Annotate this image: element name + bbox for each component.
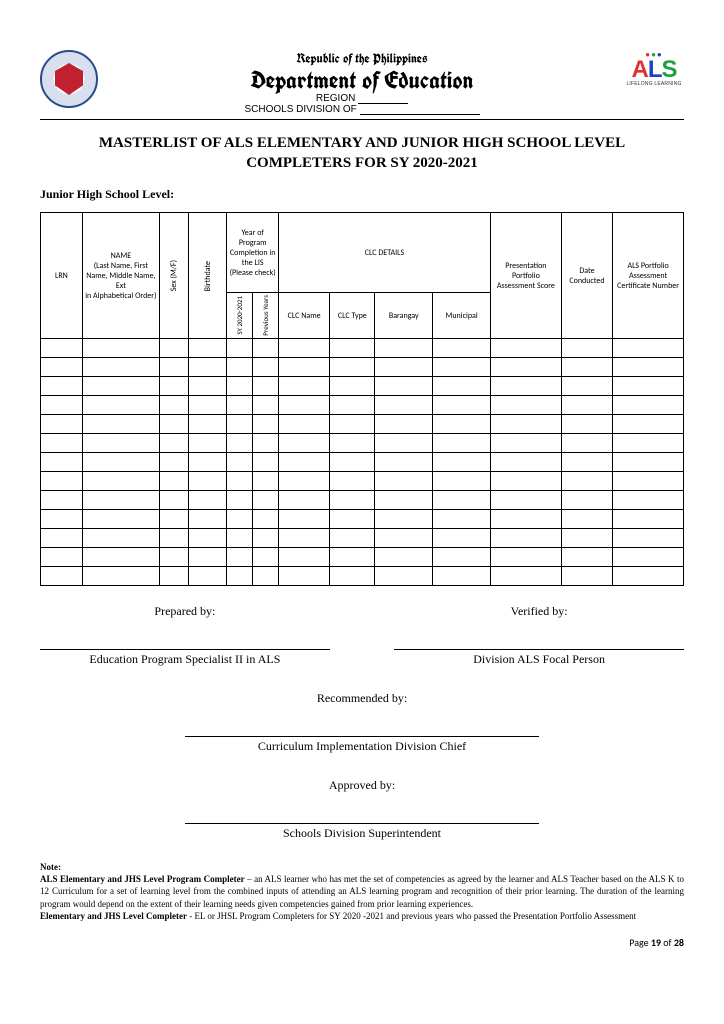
table-row xyxy=(41,358,684,377)
col-clc-details: CLC DETAILS xyxy=(278,213,490,293)
col-sex: Sex (M/F) xyxy=(159,213,188,339)
prepared-by-title: Education Program Specialist II in ALS xyxy=(40,649,330,667)
table-row xyxy=(41,377,684,396)
verified-by-title: Division ALS Focal Person xyxy=(394,649,684,667)
approved-by-block: Approved by: Schools Division Superinten… xyxy=(40,778,684,841)
table-body xyxy=(41,339,684,586)
table-row xyxy=(41,529,684,548)
col-presentation: Presentation Portfolio Assessment Score xyxy=(491,213,562,339)
table-row xyxy=(41,472,684,491)
note-section: Note: ALS Elementary and JHS Level Progr… xyxy=(40,861,684,922)
table-row xyxy=(41,548,684,567)
schools-division-line: SCHOOLS DIVISION OF xyxy=(108,104,616,115)
note-heading: Note: xyxy=(40,861,684,873)
table-row xyxy=(41,339,684,358)
col-municipal: Municipal xyxy=(433,293,491,339)
approved-by-title: Schools Division Superintendent xyxy=(185,823,539,841)
col-sy2020: SY 2020-2021 xyxy=(227,293,253,339)
table-row xyxy=(41,396,684,415)
region-line: REGION xyxy=(108,93,616,104)
col-barangay: Barangay xyxy=(375,293,433,339)
prepared-by-block: Prepared by: Education Program Specialis… xyxy=(40,604,330,667)
col-year-completion: Year of Program Completion in the LIS (P… xyxy=(227,213,278,293)
col-name: NAME (Last Name, First Name, Middle Name… xyxy=(82,213,159,339)
recommended-by-block: Recommended by: Curriculum Implementatio… xyxy=(40,691,684,754)
prepared-by-label: Prepared by: xyxy=(40,604,330,619)
table-row xyxy=(41,415,684,434)
signature-section: Prepared by: Education Program Specialis… xyxy=(40,604,684,841)
recommended-by-label: Recommended by: xyxy=(40,691,684,706)
document-header: Republic of the Philippines Department o… xyxy=(40,50,684,115)
document-subtitle: Junior High School Level: xyxy=(40,187,684,202)
masterlist-table: LRN NAME (Last Name, First Name, Middle … xyxy=(40,212,684,586)
note-para-2: Elementary and JHS Level Completer - EL … xyxy=(40,910,684,922)
table-header: LRN NAME (Last Name, First Name, Middle … xyxy=(41,213,684,339)
table-row xyxy=(41,510,684,529)
header-divider xyxy=(40,119,684,120)
note-para-1: ALS Elementary and JHS Level Program Com… xyxy=(40,873,684,909)
deped-seal-icon xyxy=(40,50,100,110)
col-clc-type: CLC Type xyxy=(330,293,375,339)
verified-by-label: Verified by: xyxy=(394,604,684,619)
division-blank xyxy=(360,114,480,115)
col-lrn: LRN xyxy=(41,213,83,339)
table-row xyxy=(41,567,684,586)
table-row xyxy=(41,434,684,453)
department-line: Department of Education xyxy=(108,67,616,93)
col-birthdate: Birthdate xyxy=(188,213,227,339)
col-als-cert: ALS Portfolio Assessment Certificate Num… xyxy=(613,213,684,339)
col-clc-name: CLC Name xyxy=(278,293,329,339)
table-row xyxy=(41,491,684,510)
recommended-by-title: Curriculum Implementation Division Chief xyxy=(185,736,539,754)
approved-by-label: Approved by: xyxy=(40,778,684,793)
table-row xyxy=(41,453,684,472)
document-title: MASTERLIST OF ALS ELEMENTARY AND JUNIOR … xyxy=(40,134,684,173)
page-footer: Page 19 of 28 xyxy=(40,936,684,949)
als-logo-icon: ●●● ALS LIFELONG LEARNING xyxy=(624,50,684,87)
col-date-conducted: Date Conducted xyxy=(561,213,612,339)
header-center: Republic of the Philippines Department o… xyxy=(100,50,624,115)
verified-by-block: Verified by: Division ALS Focal Person xyxy=(394,604,684,667)
col-prev-years: Previous Years xyxy=(253,293,279,339)
